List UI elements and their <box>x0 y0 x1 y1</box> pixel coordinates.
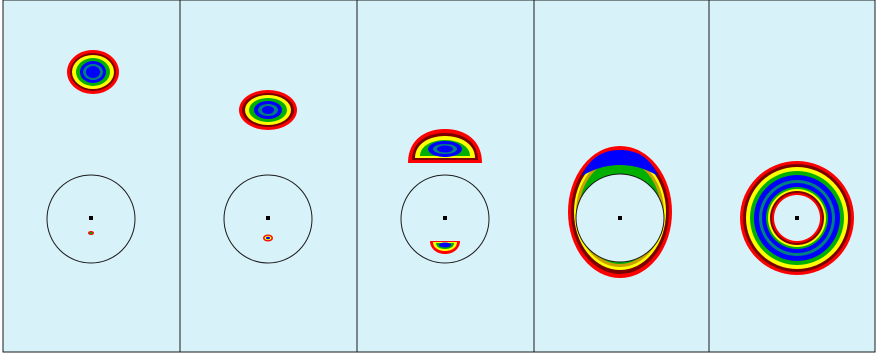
panel-4-wrapping-contour <box>568 146 672 278</box>
panel-2-contact-spot <box>263 234 273 242</box>
panel-2 <box>179 0 358 353</box>
panel-4 <box>533 0 710 353</box>
panel-3-contact-cap <box>430 241 460 254</box>
panel-4-center-marker <box>618 216 622 220</box>
panel-5-center-marker <box>795 216 799 220</box>
panel-3-cap-contour <box>408 129 482 163</box>
panel-2-center-marker <box>266 216 270 220</box>
panel-1-contact-spot <box>88 231 94 235</box>
panel-1-center-marker <box>89 216 93 220</box>
panel-1-obstacle-circle <box>46 174 136 264</box>
panel-4-obstacle-circle <box>575 173 665 263</box>
panel-2-obstacle-circle <box>223 174 313 264</box>
panel-3-obstacle-circle <box>400 174 490 264</box>
panel-3 <box>356 0 535 353</box>
panel-1-drop-contour <box>67 50 119 94</box>
panel-1 <box>2 0 181 353</box>
panel-3-background <box>356 0 535 353</box>
panel-2-background <box>179 0 358 353</box>
panel-5 <box>708 0 876 353</box>
panel-2-drop-contour <box>239 90 297 130</box>
panel-3-center-marker <box>443 216 447 220</box>
